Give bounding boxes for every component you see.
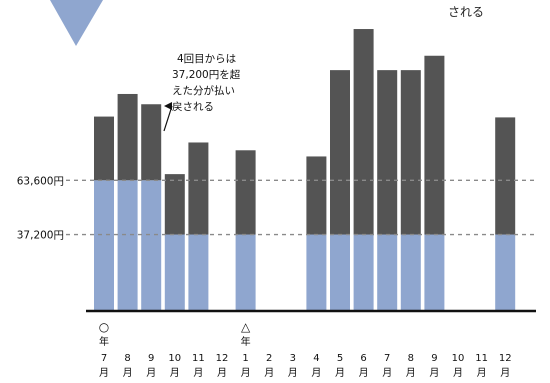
bar-excess-segment bbox=[353, 29, 374, 235]
x-tick-label: 7 bbox=[101, 353, 107, 364]
x-tick-unit: 月 bbox=[170, 367, 180, 379]
year-marker: △ bbox=[241, 320, 251, 334]
bar-excess-segment bbox=[306, 156, 327, 235]
x-tick-label: 10 bbox=[452, 353, 465, 364]
bar-capped-segment bbox=[495, 234, 516, 311]
bar-capped-segment bbox=[424, 234, 445, 311]
reference-line-label: 37,200円 bbox=[17, 230, 64, 242]
annotation-line: 37,200円を超 bbox=[172, 68, 241, 81]
corner-badge-icon bbox=[50, 0, 103, 46]
x-tick-label: 9 bbox=[148, 353, 154, 364]
bar-capped-segment bbox=[306, 234, 327, 311]
annotation-line: 4回目からは bbox=[177, 53, 236, 65]
year-unit-label: 年 bbox=[241, 335, 251, 348]
x-tick-label: 12 bbox=[499, 353, 512, 364]
bar-excess-segment bbox=[94, 116, 114, 181]
x-tick-label: 12 bbox=[216, 353, 229, 364]
bar-excess-segment bbox=[495, 117, 516, 235]
x-tick-unit: 月 bbox=[311, 367, 321, 379]
x-tick-label: 4 bbox=[313, 353, 319, 364]
annotation bbox=[163, 102, 173, 132]
bars-group bbox=[94, 29, 516, 311]
bar-capped-segment bbox=[353, 234, 374, 311]
bar-excess-segment bbox=[424, 55, 445, 235]
x-tick-unit: 月 bbox=[382, 367, 392, 379]
annotation-leader bbox=[163, 105, 173, 132]
bar-excess-segment bbox=[400, 70, 421, 235]
x-tick-label: 3 bbox=[290, 353, 296, 364]
bar-capped-segment bbox=[94, 180, 114, 311]
x-tick-label: 2 bbox=[266, 353, 272, 364]
x-tick-unit: 月 bbox=[264, 367, 274, 379]
x-tick-unit: 月 bbox=[335, 367, 345, 379]
x-tick-label: 8 bbox=[408, 353, 414, 364]
bar-capped-segment bbox=[330, 234, 350, 311]
bar-capped-segment bbox=[400, 234, 421, 311]
x-tick-label: 8 bbox=[124, 353, 130, 364]
x-tick-unit: 月 bbox=[146, 367, 156, 379]
reference-lines: 63,600円 37,200円 bbox=[17, 175, 536, 242]
x-tick-unit: 月 bbox=[99, 367, 109, 379]
x-tick-unit: 月 bbox=[193, 367, 203, 379]
year-unit-label: 年 bbox=[99, 335, 109, 348]
bar-excess-segment bbox=[164, 174, 185, 235]
annotation-line: 戻される bbox=[172, 100, 214, 113]
annotation-line: えた分が払い bbox=[172, 84, 235, 97]
x-tick-unit: 月 bbox=[288, 367, 298, 379]
bar-excess-segment bbox=[188, 142, 209, 235]
x-tick-unit: 月 bbox=[241, 367, 251, 379]
x-tick-label: 11 bbox=[192, 353, 205, 364]
bar-excess-segment bbox=[235, 150, 256, 235]
x-tick-unit: 月 bbox=[453, 367, 463, 379]
bar-capped-segment bbox=[117, 180, 138, 311]
bar-capped-segment bbox=[141, 180, 162, 311]
bar-capped-segment bbox=[377, 234, 398, 311]
x-tick-label: 5 bbox=[337, 353, 343, 364]
x-tick-label: 7 bbox=[384, 353, 390, 364]
x-tick-unit: 月 bbox=[359, 367, 369, 379]
year-marker: ○ bbox=[99, 320, 109, 334]
x-tick-label: 9 bbox=[431, 353, 437, 364]
bar-excess-segment bbox=[330, 70, 350, 235]
x-axis-labels: ○年7月8月9月10月11月12月△年1月2月3月4月5月6月7月8月9月10月… bbox=[99, 320, 512, 379]
corner-text: される bbox=[448, 5, 484, 19]
x-tick-unit: 月 bbox=[429, 367, 439, 379]
x-tick-unit: 月 bbox=[217, 367, 227, 379]
annotation-arrow-icon bbox=[164, 102, 172, 110]
bar-excess-segment bbox=[117, 93, 138, 181]
bar-excess-segment bbox=[141, 104, 162, 181]
x-tick-unit: 月 bbox=[406, 367, 416, 379]
x-tick-unit: 月 bbox=[123, 367, 133, 379]
reference-line-label: 63,600円 bbox=[17, 175, 64, 187]
x-tick-label: 6 bbox=[360, 353, 366, 364]
bar-capped-segment bbox=[188, 234, 209, 311]
x-tick-unit: 月 bbox=[477, 367, 487, 379]
x-tick-unit: 月 bbox=[500, 367, 510, 379]
bar-capped-segment bbox=[235, 234, 256, 311]
x-tick-label: 1 bbox=[242, 353, 248, 364]
bar-capped-segment bbox=[164, 234, 185, 311]
x-tick-label: 10 bbox=[168, 353, 181, 364]
x-tick-label: 11 bbox=[475, 353, 488, 364]
bar-excess-segment bbox=[377, 70, 398, 235]
